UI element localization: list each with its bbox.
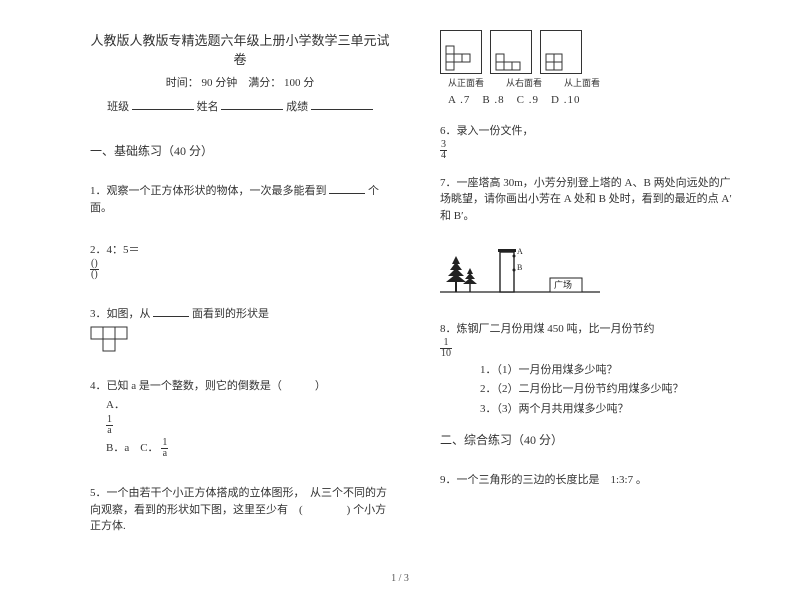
q6-text: 6．录入一份文件， bbox=[440, 123, 740, 140]
q2-fraction: () () bbox=[90, 259, 99, 280]
q1-text: 1．观察一个正方体形状的物体，一次最多能看到 bbox=[90, 185, 327, 197]
cap-right: 从右面看 bbox=[506, 76, 542, 89]
name-blank bbox=[221, 99, 283, 110]
q3-a: 3．如图，从 bbox=[90, 308, 151, 320]
view-right-icon bbox=[490, 30, 532, 74]
q8-sublist: 1．（1）一月份用煤多少吨？ 2．（2）二月份比一月份节约用煤多少吨？ 3．（3… bbox=[480, 362, 740, 418]
q6-fraction: 3 4 bbox=[440, 140, 447, 161]
q8-sub1: 1．（1）一月份用煤多少吨？ bbox=[480, 362, 740, 379]
q4-opt-bc: B．a C． 1 a bbox=[106, 438, 390, 459]
q4-text: 4．已知 a 是一个整数，则它的倒数是（ ） bbox=[90, 378, 390, 395]
name-label: 姓名 bbox=[197, 101, 219, 113]
svg-text:广场: 广场 bbox=[554, 279, 572, 290]
page: 人教版人教版专精选题六年级上册小学数学三单元试卷 时间： 90 分钟 满分： 1… bbox=[0, 0, 800, 592]
svg-text:A: A bbox=[517, 247, 523, 256]
q8-sub2: 2．（2）二月份比一月份节约用煤多少吨？ bbox=[480, 381, 740, 398]
tower-icon: AB 广场 bbox=[440, 238, 600, 298]
section-b-heading: 二、综合练习（40 分） bbox=[440, 431, 740, 448]
cap-top: 从上面看 bbox=[564, 76, 600, 89]
q4-frac-a-wrap: 1 a bbox=[106, 415, 390, 436]
left-column: 人教版人教版专精选题六年级上册小学数学三单元试卷 时间： 90 分钟 满分： 1… bbox=[90, 30, 390, 561]
frac-den: a bbox=[106, 426, 113, 436]
two-columns: 人教版人教版专精选题六年级上册小学数学三单元试卷 时间： 90 分钟 满分： 1… bbox=[90, 30, 740, 561]
frac-den: () bbox=[90, 270, 99, 280]
question-9: 9．一个三角形的三边的长度比是 1:3:7 。 bbox=[440, 472, 740, 489]
tshape-icon bbox=[90, 326, 128, 352]
question-6: 6．录入一份文件， 3 4 bbox=[440, 123, 740, 161]
frac-num: 3 bbox=[440, 140, 447, 151]
exam-title: 人教版人教版专精选题六年级上册小学数学三单元试卷 bbox=[90, 30, 390, 68]
q4-opt-a: A． bbox=[106, 397, 390, 414]
view-top-icon bbox=[540, 30, 582, 74]
cap-front: 从正面看 bbox=[448, 76, 484, 89]
frac-den: a bbox=[161, 449, 168, 459]
tower-figure: AB 广场 bbox=[440, 238, 740, 301]
class-blank bbox=[132, 99, 194, 110]
page-number: 1 / 3 bbox=[0, 573, 800, 584]
q3-b: 面看到的形状是 bbox=[192, 308, 269, 320]
views-row bbox=[440, 30, 740, 74]
q3-tshape bbox=[90, 326, 390, 352]
score-blank bbox=[311, 99, 373, 110]
frac-den: 4 bbox=[440, 151, 447, 161]
frac-num: 1 bbox=[440, 338, 452, 349]
q4-bc-text: B．a C． bbox=[106, 442, 159, 454]
question-7: 7．一座塔高 30m，小芳分别登上塔的 A、B 两处向远处的广场眺望，请你画出小… bbox=[440, 175, 740, 225]
q5-choices: A .7 B .8 C .9 D .10 bbox=[448, 91, 740, 107]
q2-text: 2．4：5＝ bbox=[90, 242, 390, 259]
q8-sub3: 3．（3）两个月共用煤多少吨？ bbox=[480, 401, 740, 418]
question-5: 5．一个由若干个小正方体搭成的立体图形， 从三个不同的方向观察，看到的形状如下图… bbox=[90, 485, 390, 535]
right-column: 从正面看 从右面看 从上面看 A .7 B .8 C .9 D .10 6．录入… bbox=[440, 30, 740, 561]
q3-blank bbox=[153, 306, 189, 317]
q8-fraction: 1 10 bbox=[440, 338, 452, 359]
section-a-heading: 一、基础练习（40 分） bbox=[90, 142, 390, 159]
q4-frac-a: 1 a bbox=[106, 415, 113, 436]
question-4: 4．已知 a 是一个整数，则它的倒数是（ ） A． 1 a B．a C． 1 bbox=[90, 378, 390, 459]
view-front-icon bbox=[440, 30, 482, 74]
score-label: 成绩 bbox=[286, 101, 308, 113]
q4-options: A． 1 a B．a C． 1 a bbox=[106, 397, 390, 460]
question-1: 1．观察一个正方体形状的物体，一次最多能看到 个面。 bbox=[90, 183, 390, 216]
frac-den: 10 bbox=[440, 349, 452, 359]
question-8: 8．炼钢厂二月份用煤 450 吨，比一月份节约 1 10 1．（1）一月份用煤多… bbox=[440, 321, 740, 417]
frac-num: () bbox=[90, 259, 99, 270]
exam-subtitle: 时间： 90 分钟 满分： 100 分 bbox=[90, 74, 390, 90]
question-2: 2．4：5＝ () () bbox=[90, 242, 390, 280]
q1-blank bbox=[329, 183, 365, 194]
svg-text:B: B bbox=[517, 263, 522, 272]
q8-text: 8．炼钢厂二月份用煤 450 吨，比一月份节约 bbox=[440, 321, 740, 338]
question-3: 3．如图，从 面看到的形状是 bbox=[90, 306, 390, 353]
student-info-line: 班级 姓名 成绩 bbox=[90, 98, 390, 114]
q4-frac-c: 1 a bbox=[161, 438, 168, 459]
views-captions: 从正面看 从右面看 从上面看 bbox=[448, 76, 740, 89]
class-label: 班级 bbox=[107, 101, 129, 113]
